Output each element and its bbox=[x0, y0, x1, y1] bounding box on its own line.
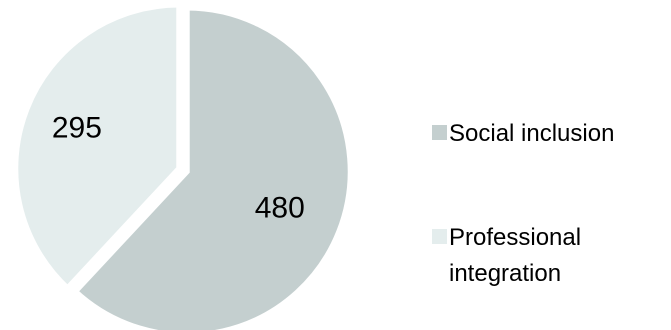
legend-swatch-social-inclusion bbox=[432, 125, 447, 140]
slice-value-label: 295 bbox=[52, 112, 102, 145]
legend-label-line-1: Professional bbox=[449, 224, 581, 251]
legend-label-line-2: integration bbox=[449, 260, 561, 287]
slice-value-label: 480 bbox=[255, 192, 305, 225]
legend-label-social-inclusion: Social inclusion bbox=[449, 120, 614, 147]
pie-slice-professional-integration bbox=[12, 1, 183, 293]
legend: Social inclusion Professional integratio… bbox=[432, 120, 614, 287]
pie-slices bbox=[12, 1, 354, 330]
slice-value-labels: 480 295 bbox=[52, 112, 305, 225]
pie-slice-social-inclusion bbox=[70, 4, 354, 330]
legend-swatch-professional-integration bbox=[432, 229, 447, 244]
legend-label-professional-integration: Professional integration bbox=[449, 224, 588, 287]
